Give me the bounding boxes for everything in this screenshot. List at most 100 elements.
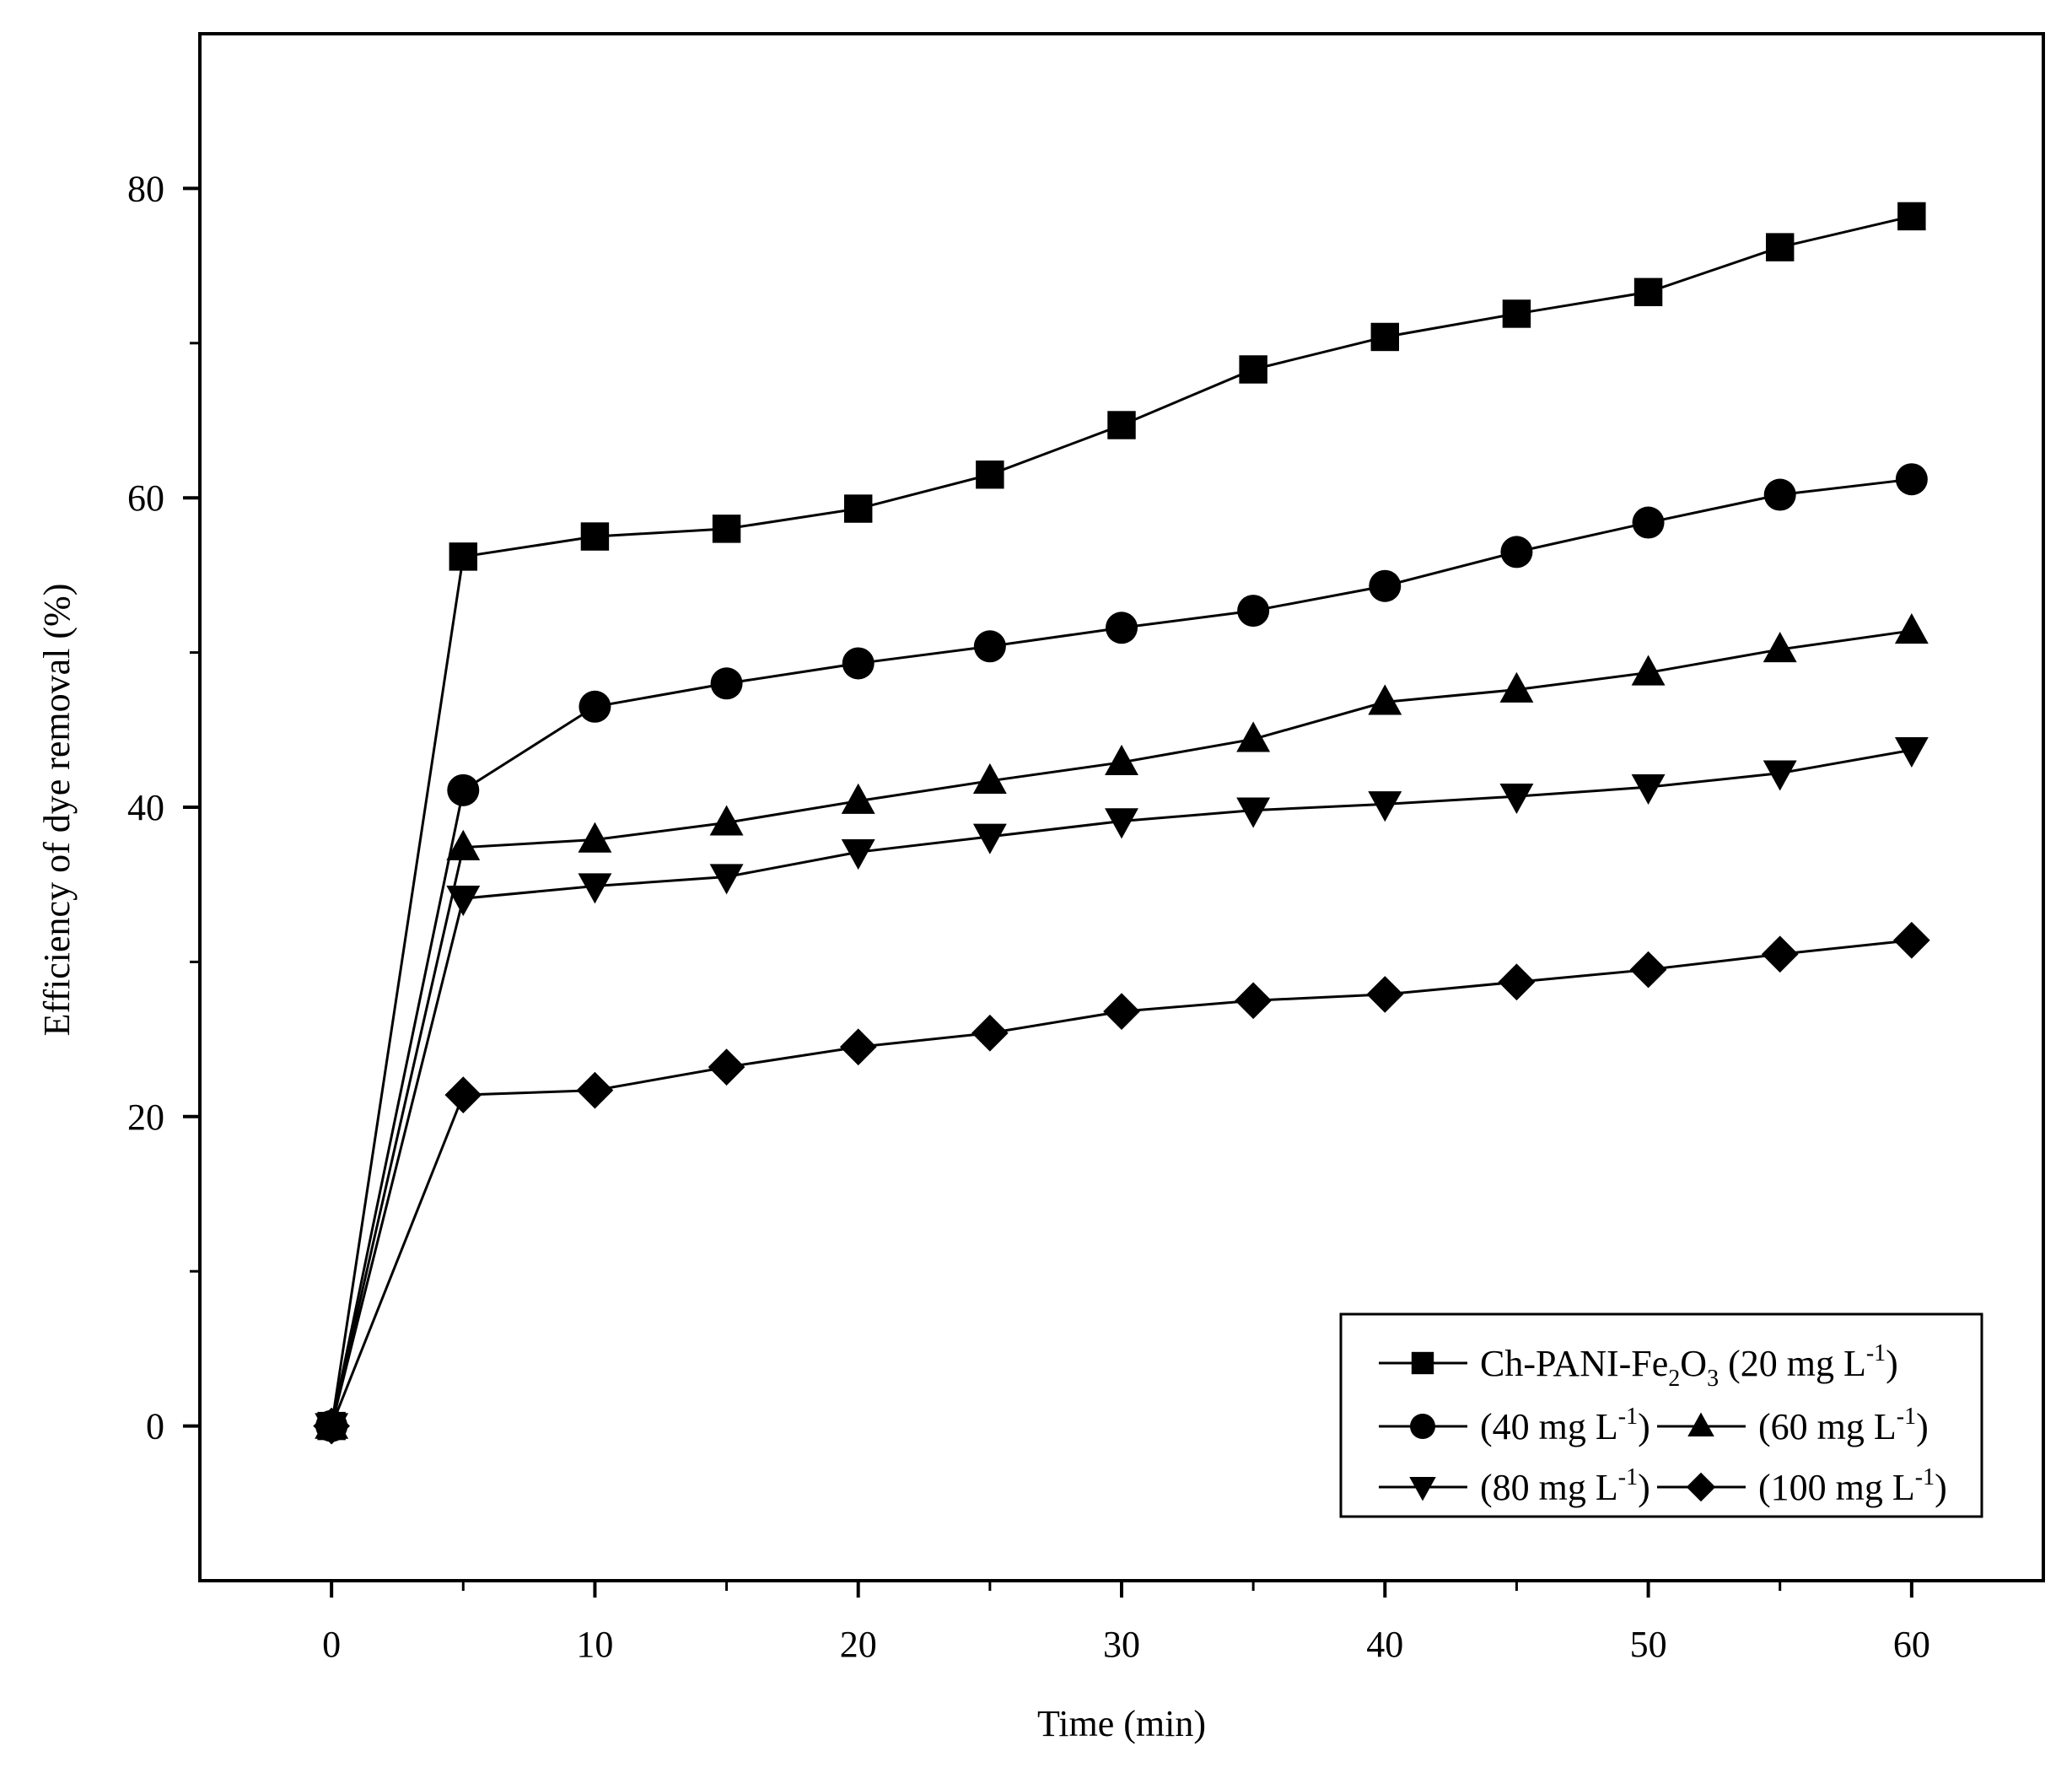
data-point-triangle-up (1105, 744, 1138, 776)
series-circle (315, 463, 1928, 1442)
legend-label-100-main: (100 mg L (1758, 1467, 1915, 1508)
data-point-circle (447, 773, 480, 806)
data-point-triangle-down (841, 838, 875, 870)
legend-label-60: (60 mg L-1) (1758, 1404, 1929, 1447)
x-axis: 0 10 20 30 40 50 60 (322, 1581, 1930, 1665)
y-tick-label: 60 (127, 477, 164, 519)
x-tick-label: 60 (1893, 1624, 1930, 1665)
legend-markers (1379, 1351, 1746, 1502)
data-point-square (1897, 202, 1926, 231)
data-point-circle (973, 630, 1006, 663)
legend-label-100-sup: -1 (1915, 1464, 1935, 1490)
data-point-diamond (576, 1071, 614, 1109)
data-point-triangle-down (972, 823, 1007, 854)
data-point-diamond (444, 1076, 482, 1113)
data-point-triangle-up (1631, 655, 1666, 686)
data-point-triangle-down (1236, 797, 1271, 828)
data-point-triangle-down (709, 864, 744, 895)
legend-marker-square (1411, 1351, 1434, 1375)
data-point-circle (1895, 463, 1928, 496)
legend-label-20-sub2: 3 (1707, 1366, 1719, 1392)
data-point-diamond (1366, 976, 1404, 1013)
data-point-diamond (971, 1014, 1009, 1052)
data-point-triangle-down (1105, 808, 1138, 839)
y-tick-label: 20 (127, 1097, 164, 1138)
data-point-square (1370, 322, 1400, 352)
legend-label-80-end: ) (1638, 1467, 1650, 1508)
legend-label-80-sup: -1 (1618, 1464, 1638, 1490)
data-point-square (1502, 299, 1531, 328)
legend-label-20-sub1: 2 (1668, 1366, 1680, 1392)
series-triangle-down (315, 736, 1929, 1444)
data-point-square (843, 494, 873, 523)
legend-label-20-tail: (20 mg L (1719, 1343, 1866, 1384)
data-point-triangle-down (1499, 783, 1534, 815)
data-point-diamond (1103, 993, 1140, 1030)
data-point-triangle-up (578, 822, 612, 853)
x-tick-label: 20 (840, 1624, 877, 1665)
y-tick-label: 80 (127, 168, 164, 209)
data-point-diamond (708, 1048, 745, 1086)
data-point-triangle-up (1368, 684, 1402, 715)
legend-marker-triangle-down (1409, 1477, 1436, 1501)
data-point-square (1633, 278, 1663, 306)
legend-label-40: (40 mg L-1) (1480, 1404, 1650, 1447)
data-point-triangle-up (1763, 632, 1797, 663)
data-point-circle (1106, 612, 1138, 644)
legend-label-100-end: ) (1935, 1467, 1947, 1508)
y-axis: 0 20 40 60 80 (127, 168, 200, 1447)
legend-label-100: (100 mg L-1) (1758, 1464, 1947, 1508)
data-point-triangle-down (1894, 736, 1929, 768)
legend-label-60-sup: -1 (1897, 1404, 1916, 1430)
data-point-square (1107, 411, 1136, 439)
data-point-diamond (1498, 963, 1536, 1001)
data-point-square (976, 460, 1004, 489)
legend-marker-diamond (1686, 1472, 1716, 1502)
data-point-triangle-down (1631, 773, 1666, 806)
legend-box (1339, 1312, 1983, 1518)
legend-marker-triangle-up (1687, 1412, 1714, 1436)
x-tick-label: 30 (1103, 1624, 1140, 1665)
data-point-diamond (1629, 951, 1667, 989)
x-tick-label: 40 (1366, 1624, 1403, 1665)
legend: Ch-PANI-Fe2O3 (20 mg L-1) (40 mg L-1) (6… (1339, 1312, 1983, 1518)
legend-label-40-main: (40 mg L (1480, 1406, 1618, 1447)
legend-label-60-end: ) (1916, 1406, 1929, 1447)
series-triangle-up (315, 613, 1929, 1439)
series-layer (313, 202, 1930, 1445)
data-point-triangle-down (1763, 760, 1797, 791)
legend-label-20-main: Ch-PANI-Fe (1480, 1343, 1668, 1384)
legend-marker-circle (1410, 1414, 1435, 1439)
data-point-circle (1632, 506, 1665, 539)
data-point-triangle-down (1368, 791, 1402, 822)
legend-label-40-end: ) (1638, 1406, 1650, 1447)
data-point-triangle-up (446, 829, 481, 860)
data-point-diamond (1761, 935, 1799, 973)
data-point-triangle-up (841, 783, 875, 814)
data-point-circle (1237, 595, 1270, 628)
legend-label-20-end: ) (1886, 1343, 1898, 1384)
data-point-diamond (1893, 921, 1930, 959)
data-point-square (449, 542, 478, 571)
y-tick-label: 0 (146, 1406, 164, 1447)
data-point-circle (710, 667, 743, 700)
data-point-triangle-up (1236, 721, 1271, 752)
series-diamond (313, 921, 1930, 1445)
legend-label-20-mid: O (1680, 1343, 1707, 1384)
data-point-triangle-down (446, 886, 481, 917)
data-point-triangle-up (1499, 671, 1534, 703)
legend-label-20-sup: -1 (1866, 1340, 1886, 1366)
data-point-circle (1500, 536, 1533, 569)
data-point-circle (1763, 478, 1796, 511)
data-point-triangle-up (1894, 613, 1929, 644)
x-axis-title: Time (min) (1037, 1703, 1206, 1744)
data-point-diamond (313, 1407, 350, 1445)
y-axis-title: Efficiency of dye removal (%) (36, 584, 78, 1037)
x-tick-label: 10 (576, 1624, 613, 1665)
legend-label-80: (80 mg L-1) (1480, 1464, 1650, 1508)
data-point-square (580, 522, 610, 551)
data-point-triangle-up (972, 763, 1007, 795)
x-tick-label: 50 (1630, 1624, 1667, 1665)
